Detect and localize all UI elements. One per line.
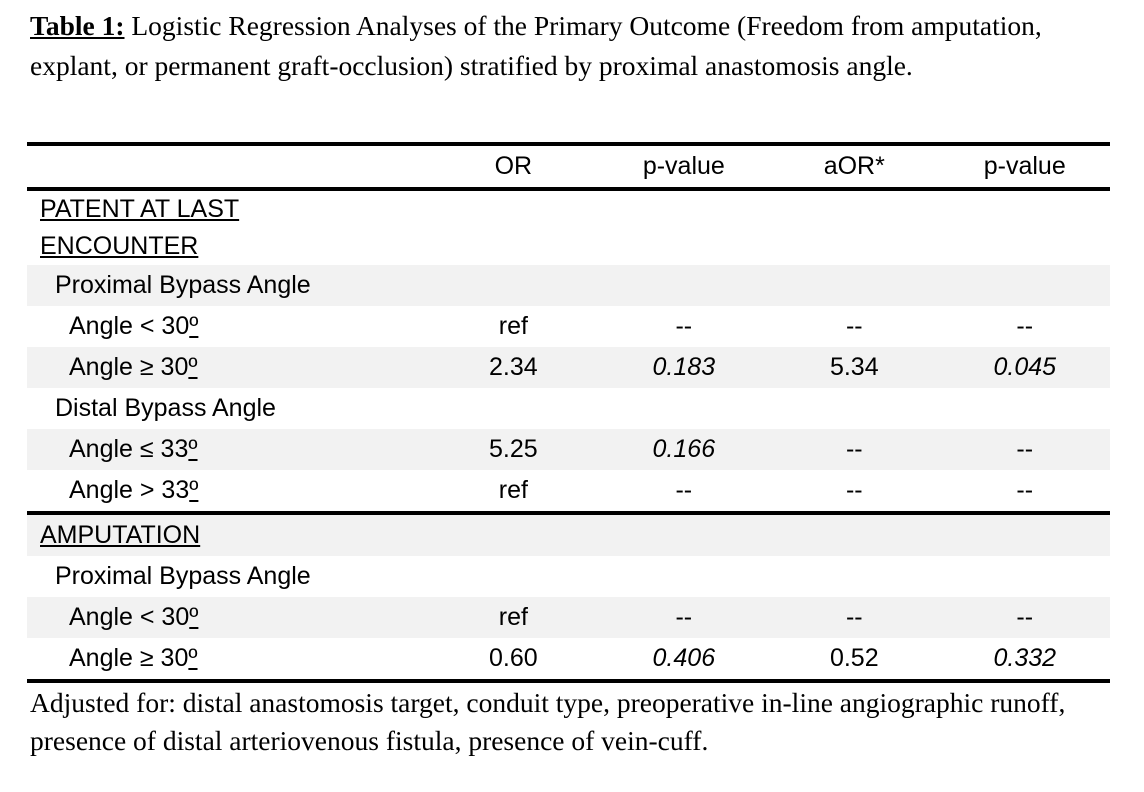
table-row: Angle > 33º ref -- -- -- [27, 470, 1110, 513]
value-cell: 0.60 [489, 644, 538, 672]
value-cell: 0.332 [993, 644, 1057, 672]
value-cell [769, 265, 940, 306]
row-label: Proximal Bypass Angle [27, 265, 429, 306]
table-row: Proximal Bypass Angle [27, 556, 1110, 597]
table-row: Proximal Bypass Angle [27, 265, 1110, 306]
row-label: Angle > 33º [69, 476, 199, 504]
row-label: Angle ≤ 33º [27, 429, 429, 470]
row-label: PATENT AT LAST ENCOUNTER [27, 189, 428, 265]
value-cell: 5.25 [428, 429, 599, 470]
header-aor: aOR* [769, 144, 940, 191]
value-cell: -- [939, 429, 1110, 470]
value-cell: -- [845, 476, 863, 504]
ordinal-indicator: º [188, 353, 198, 381]
ordinal-indicator: º [188, 435, 198, 463]
table-caption: Table 1: Logistic Regression Analyses of… [30, 6, 1120, 86]
value-cell: 5.34 [769, 347, 940, 388]
value-cell [940, 556, 1110, 597]
section-heading-line: PATENT AT LAST [40, 195, 240, 223]
row-label: AMPUTATION [27, 511, 429, 556]
value-cell: ref [428, 597, 599, 638]
value-cell: 0.045 [939, 347, 1110, 388]
table-row: Angle ≥ 30º 2.34 0.183 5.34 0.045 [27, 347, 1110, 388]
row-label: Angle < 30º [27, 597, 429, 638]
value-cell: -- [675, 476, 693, 504]
table-row: Angle ≥ 30º 0.60 0.406 0.52 0.332 [27, 638, 1110, 681]
value-cell [428, 189, 598, 265]
ordinal-indicator: º [188, 644, 198, 672]
header-pvalue-2: p-value [939, 144, 1110, 191]
value-cell: -- [598, 597, 770, 638]
value-cell [428, 556, 598, 597]
value-cell [939, 511, 1110, 556]
value-cell [599, 189, 769, 265]
value-cell: ref [498, 476, 528, 504]
table-row: PATENT AT LAST ENCOUNTER [27, 189, 1110, 265]
value-cell: 0.406 [652, 644, 716, 672]
section-heading-line: AMPUTATION [40, 521, 201, 549]
ordinal-indicator: º [189, 603, 199, 631]
section-heading-line: ENCOUNTER [40, 232, 199, 260]
value-cell [428, 265, 599, 306]
value-cell: -- [675, 312, 693, 340]
header-empty-cell [27, 144, 429, 191]
value-cell [939, 265, 1110, 306]
value-cell: -- [845, 312, 863, 340]
value-cell [769, 388, 939, 429]
value-cell [940, 189, 1110, 265]
value-cell [769, 511, 940, 556]
value-cell [598, 265, 770, 306]
header-or: OR [428, 144, 599, 191]
value-cell: ref [498, 312, 528, 340]
value-cell [599, 388, 769, 429]
value-cell [599, 556, 769, 597]
table-row: Angle < 30º ref -- -- -- [27, 597, 1110, 638]
table-row: Angle ≤ 33º 5.25 0.166 -- -- [27, 429, 1110, 470]
value-cell: -- [769, 429, 940, 470]
value-cell: -- [769, 597, 940, 638]
table-row: Angle < 30º ref -- -- -- [27, 306, 1110, 347]
value-cell: 0.183 [598, 347, 770, 388]
value-cell [769, 189, 939, 265]
value-cell [940, 388, 1110, 429]
row-label: Angle ≥ 30º [69, 644, 198, 672]
value-cell [428, 511, 599, 556]
row-label: Distal Bypass Angle [55, 394, 276, 422]
value-cell [769, 556, 939, 597]
value-cell: -- [1016, 476, 1034, 504]
table-caption-label: Table 1: [30, 10, 125, 41]
value-cell [428, 388, 598, 429]
header-pvalue-1: p-value [598, 144, 770, 191]
table-caption-text: Logistic Regression Analyses of the Prim… [30, 10, 1042, 81]
table-body: PATENT AT LAST ENCOUNTER Proximal Bypass A… [27, 189, 1110, 681]
footnote: Adjusted for: distal anastomosis target,… [30, 687, 1066, 756]
results-table: OR p-value aOR* p-value PATENT AT LAST EN… [27, 142, 1110, 683]
ordinal-indicator: º [189, 312, 199, 340]
ordinal-indicator: º [189, 476, 199, 504]
table-row: AMPUTATION [27, 511, 1110, 556]
row-label: Angle ≥ 30º [27, 347, 429, 388]
value-cell: -- [939, 597, 1110, 638]
value-cell: 0.166 [598, 429, 770, 470]
value-cell: 0.52 [829, 644, 879, 672]
value-cell: -- [1016, 312, 1034, 340]
row-label: Proximal Bypass Angle [55, 562, 311, 590]
header-row: OR p-value aOR* p-value [27, 144, 1110, 191]
table-row: Distal Bypass Angle [27, 388, 1110, 429]
row-label: Angle < 30º [69, 312, 199, 340]
value-cell [598, 511, 770, 556]
value-cell: 2.34 [428, 347, 599, 388]
